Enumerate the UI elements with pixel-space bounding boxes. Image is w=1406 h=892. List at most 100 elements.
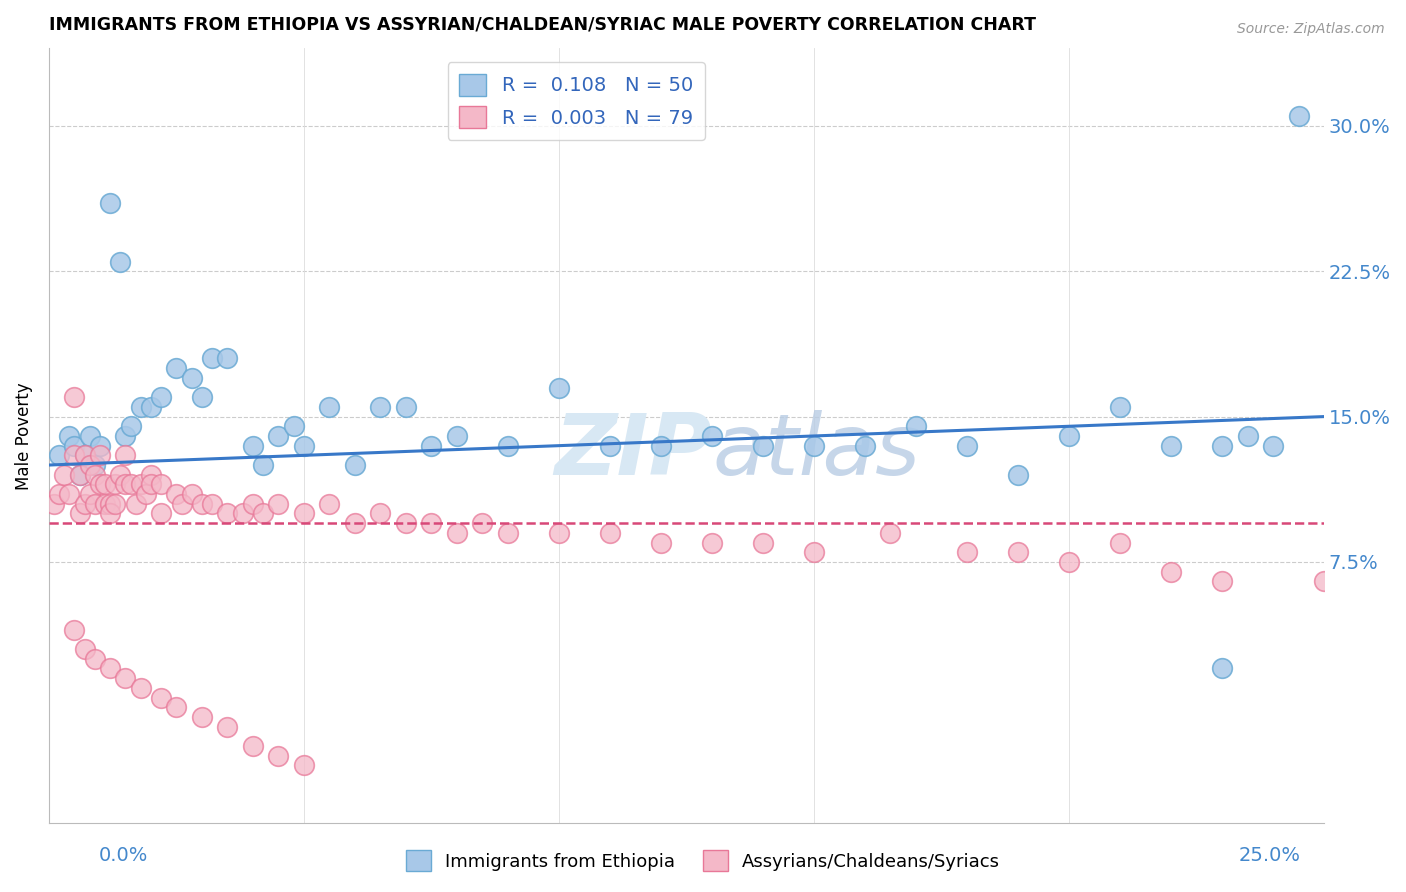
Point (69, 467, 91, 482)
Point (1211, 439, 1233, 453)
Point (650, 535, 672, 549)
Point (98, 507, 121, 521)
Point (1057, 555, 1080, 569)
Point (252, 507, 274, 521)
Point (1007, 467, 1029, 482)
Point (1236, 429, 1258, 443)
Point (496, 525, 519, 540)
Point (548, 380, 571, 394)
Y-axis label: Male Poverty: Male Poverty (15, 382, 32, 490)
Point (956, 545, 979, 559)
Point (110, 467, 132, 482)
Point (129, 400, 152, 414)
Point (79, 458, 101, 472)
Point (124, 497, 146, 511)
Point (63, 623, 86, 637)
Point (42, 497, 65, 511)
Point (395, 400, 418, 414)
Point (58, 487, 80, 501)
Point (69, 507, 91, 521)
Point (370, 400, 392, 414)
Point (1313, 574, 1336, 589)
Point (129, 681, 152, 695)
Point (292, 439, 315, 453)
Point (89, 477, 111, 491)
Point (139, 477, 162, 491)
Point (83, 497, 105, 511)
Point (752, 535, 775, 549)
Point (73, 497, 96, 511)
Point (170, 497, 193, 511)
Point (283, 419, 305, 434)
Point (292, 758, 315, 772)
Point (98, 196, 121, 211)
Point (120, 477, 142, 491)
Point (1160, 565, 1182, 579)
Point (53, 467, 76, 482)
Point (166, 700, 188, 714)
Legend: R =  0.108   N = 50, R =  0.003   N = 79: R = 0.108 N = 50, R = 0.003 N = 79 (447, 62, 704, 140)
Point (1109, 535, 1132, 549)
Point (446, 525, 468, 540)
Point (94, 477, 117, 491)
Text: atlas: atlas (711, 410, 920, 493)
Point (150, 507, 173, 521)
Point (700, 535, 723, 549)
Point (139, 400, 162, 414)
Point (395, 516, 418, 530)
Point (63, 448, 86, 462)
Point (104, 497, 127, 511)
Point (1057, 429, 1080, 443)
Point (191, 497, 214, 511)
Point (343, 516, 366, 530)
Point (150, 477, 173, 491)
Point (139, 467, 162, 482)
Point (79, 429, 101, 443)
Text: ZIP: ZIP (554, 410, 711, 493)
Point (83, 458, 105, 472)
Point (114, 671, 136, 685)
Point (599, 439, 621, 453)
Point (292, 507, 315, 521)
Point (853, 439, 876, 453)
Point (120, 419, 142, 434)
Point (89, 439, 111, 453)
Text: 0.0%: 0.0% (98, 846, 148, 864)
Text: 25.0%: 25.0% (1239, 846, 1301, 864)
Point (803, 545, 825, 559)
Legend: Immigrants from Ethiopia, Assyrians/Chaldeans/Syriacs: Immigrants from Ethiopia, Assyrians/Chal… (398, 843, 1008, 879)
Point (180, 371, 202, 385)
Point (879, 525, 901, 540)
Point (318, 400, 340, 414)
Point (150, 690, 173, 705)
Point (1109, 400, 1132, 414)
Point (599, 525, 621, 540)
Point (79, 487, 101, 501)
Point (752, 439, 775, 453)
Point (110, 254, 132, 268)
Point (803, 439, 825, 453)
Point (201, 497, 224, 511)
Point (83, 467, 105, 482)
Point (1288, 109, 1310, 123)
Point (98, 661, 121, 675)
Point (114, 429, 136, 443)
Point (217, 351, 239, 366)
Point (150, 390, 173, 404)
Point (496, 439, 519, 453)
Point (1211, 574, 1233, 589)
Point (191, 390, 214, 404)
Point (166, 361, 188, 376)
Point (94, 497, 117, 511)
Point (89, 448, 111, 462)
Point (63, 439, 86, 453)
Point (217, 720, 239, 734)
Point (63, 390, 86, 404)
Point (129, 477, 152, 491)
Point (343, 458, 366, 472)
Point (48, 448, 70, 462)
Point (420, 439, 443, 453)
Point (73, 642, 96, 657)
Point (252, 458, 274, 472)
Point (471, 516, 494, 530)
